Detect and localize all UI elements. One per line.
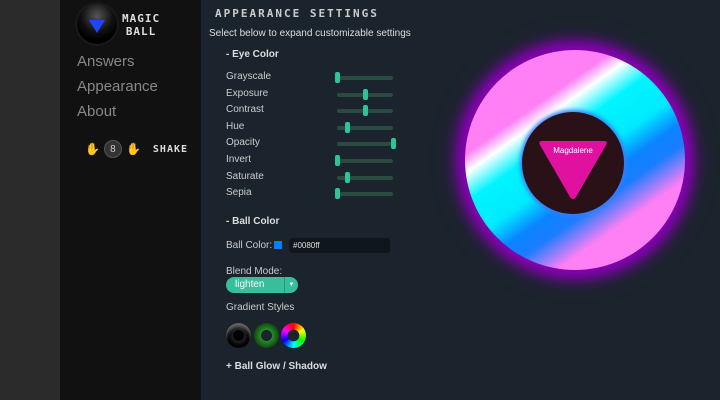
slider-thumb[interactable] [363,105,368,117]
slider-label: Exposure [226,87,269,99]
ball-color-swatch[interactable] [272,239,284,251]
answer-triangle-icon [539,141,607,199]
slider-label: Hue [226,120,245,132]
eight-ball-icon: 8 [103,140,122,158]
slider-row-grayscale: Grayscale [226,71,396,83]
slider-row-hue: Hue [226,121,396,133]
slider-thumb[interactable] [335,72,340,83]
gradient-style-rainbow[interactable] [281,323,306,348]
slider-row-sepia: Sepia [226,187,396,200]
shake-label: SHAKE [152,143,189,155]
hand-right-icon: ✋ [125,142,141,156]
slider-label: Sepia [226,187,252,199]
slider-thumb[interactable] [335,188,340,200]
slider-row-exposure: Exposure [226,88,396,100]
sidebar: MAGIC BALL Answers Appearance About ✋ 8 ✋… [60,0,201,400]
slider-label: Contrast [226,104,264,116]
slider-thumb[interactable] [344,171,350,183]
blend-mode-value: lighten [235,279,265,290]
page-subtitle: Select below to expand customizable sett… [209,28,411,39]
ball-color-toggle[interactable]: - Ball Color [226,216,280,227]
hue-slider[interactable] [337,121,393,133]
slider-label: Invert [226,154,252,165]
slider-label: Saturate [226,170,264,182]
nav-answers[interactable]: Answers [77,53,135,70]
slider-label: Opacity [226,137,260,149]
invert-slider[interactable] [335,155,393,166]
hand-left-icon: ✋ [85,142,100,156]
slider-thumb[interactable] [335,155,340,166]
opacity-slider[interactable] [337,138,396,150]
blend-mode-label: Blend Mode: [226,266,283,277]
slider-thumb[interactable] [344,121,350,133]
magic-ball-logo-icon[interactable] [77,4,117,44]
slider-row-opacity: Opacity [226,137,396,150]
slider-row-saturate: Saturate [226,171,396,183]
slider-row-contrast: Contrast [226,104,396,117]
glow-shadow-toggle[interactable]: + Ball Glow / Shadow [226,361,327,372]
left-gutter [0,0,60,400]
ball-color-input[interactable] [289,238,390,253]
ball-color-label: Ball Color: [226,240,273,251]
saturate-slider[interactable] [337,171,393,183]
blend-mode-select[interactable]: lighten ▼ [226,277,298,293]
shake-button[interactable]: ✋ 8 ✋ SHAKE [85,140,188,158]
eye-color-toggle[interactable]: - Eye Color [226,49,279,60]
logo-text: MAGIC BALL [122,12,161,38]
exposure-slider[interactable] [337,88,393,100]
chevron-down-icon: ▼ [284,277,298,293]
grayscale-slider[interactable] [335,72,393,83]
slider-row-invert: Invert [226,154,396,166]
nav-appearance[interactable]: Appearance [77,78,158,95]
gradient-style-green[interactable] [254,323,279,348]
gradient-styles-label: Gradient Styles [226,302,295,313]
answer-text: Magdalene [553,146,593,155]
sepia-slider[interactable] [335,188,393,200]
slider-thumb[interactable] [363,88,368,100]
gradient-style-black[interactable] [226,323,251,348]
contrast-slider[interactable] [337,105,393,117]
slider-label: Grayscale [226,71,272,82]
slider-thumb[interactable] [391,138,396,150]
page-title: APPEARANCE SETTINGS [215,7,379,20]
nav-about[interactable]: About [77,103,117,120]
